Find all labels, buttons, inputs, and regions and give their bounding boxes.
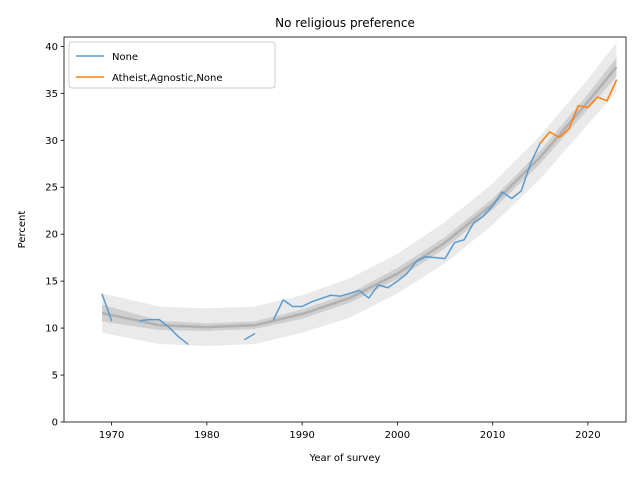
x-tick-label: 1990 xyxy=(289,430,314,441)
axes: 1970 1980 1990 2000 2010 2020 0 5 10 15 20 25 30 35 40 xyxy=(45,36,627,441)
y-tick-label: 0 xyxy=(52,418,58,429)
y-tick-label: 5 xyxy=(52,371,58,382)
series-line-1-segment-0 xyxy=(539,79,618,144)
legend-label: Atheist,Agnostic,None xyxy=(112,73,222,84)
x-tick-label: 1970 xyxy=(99,430,124,441)
plot-frame xyxy=(63,36,627,423)
confidence-bands xyxy=(101,42,618,346)
legend-label: None xyxy=(112,52,138,63)
y-tick-label: 10 xyxy=(45,324,58,335)
x-axis-label: Year of survey xyxy=(309,453,381,464)
y-tick-label: 25 xyxy=(45,183,58,194)
x-tick-label: 2000 xyxy=(385,430,410,441)
y-tick-label: 40 xyxy=(45,42,58,53)
x-tick-label: 2010 xyxy=(480,430,505,441)
series-lines xyxy=(101,79,618,345)
y-tick-label: 30 xyxy=(45,136,58,147)
x-tick-label: 2020 xyxy=(575,430,600,441)
trend-line xyxy=(101,66,618,329)
series-line-0-segment-2 xyxy=(244,332,256,341)
y-axis-label: Percent xyxy=(17,211,28,249)
series-line-0-segment-3 xyxy=(272,142,542,321)
chart-title: No religious preference xyxy=(275,16,415,30)
y-tick-label: 35 xyxy=(45,89,58,100)
series-line-0-segment-0 xyxy=(101,293,113,322)
y-tick-label: 15 xyxy=(45,277,58,288)
x-tick-label: 1980 xyxy=(194,430,219,441)
legend-box xyxy=(68,41,276,89)
outer-band xyxy=(102,42,617,346)
y-tick-label: 20 xyxy=(45,230,58,241)
legend: None Atheist,Agnostic,None xyxy=(68,41,276,89)
series-line-0-segment-1 xyxy=(139,318,189,345)
